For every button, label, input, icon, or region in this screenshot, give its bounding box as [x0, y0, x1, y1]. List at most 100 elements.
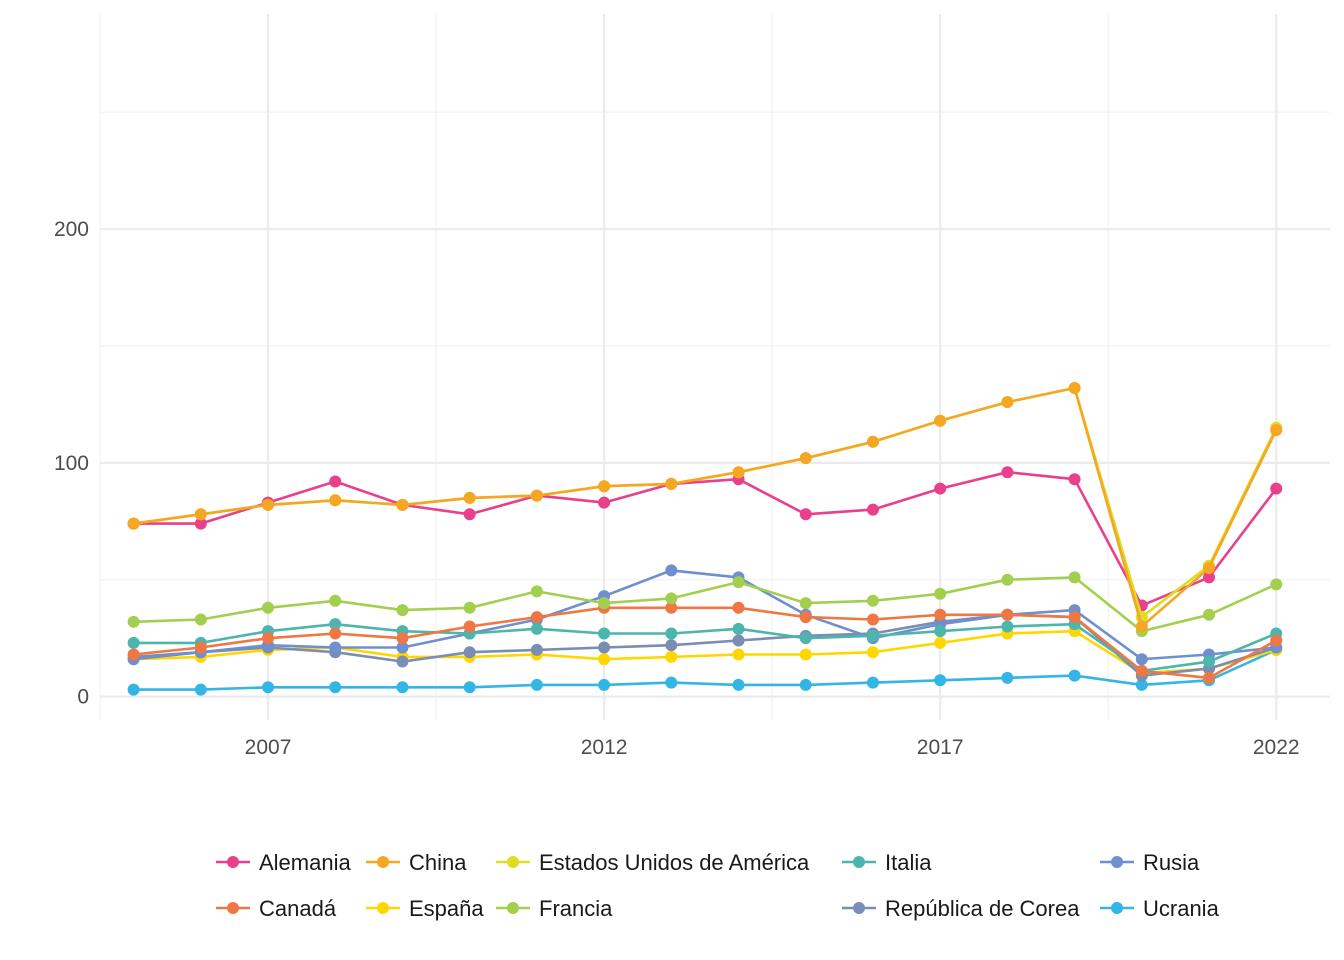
axis-tick-labels: 2007 2012 2017 2022 0 100 200	[54, 218, 1300, 759]
data-point-italia	[934, 625, 947, 638]
data-point-alemania	[329, 475, 342, 488]
data-point-francia	[1203, 608, 1216, 621]
data-point-canada	[127, 648, 140, 661]
data-point-ucrania	[598, 678, 611, 691]
legend-item-espana: España	[366, 896, 484, 921]
data-point-republica-de-corea	[530, 643, 543, 656]
legend-key-point	[1111, 902, 1123, 914]
data-point-china	[127, 517, 140, 530]
data-point-alemania	[1270, 482, 1283, 495]
data-point-canada	[463, 620, 476, 633]
data-point-republica-de-corea	[665, 639, 678, 652]
series-china	[127, 382, 1283, 633]
legend-label: China	[409, 850, 467, 875]
series-layer	[127, 382, 1283, 696]
series-line-rusia	[133, 569, 1277, 661]
data-point-canada	[799, 611, 812, 624]
legend-key-point	[1111, 856, 1123, 868]
data-point-china	[194, 508, 207, 521]
data-point-china	[866, 435, 879, 448]
data-point-canada	[262, 632, 275, 645]
data-point-ucrania	[262, 681, 275, 694]
data-point-rusia	[1135, 653, 1148, 666]
legend-label: Alemania	[259, 850, 351, 875]
data-point-republica-de-corea	[598, 641, 611, 654]
data-point-francia	[262, 601, 275, 614]
data-point-francia	[463, 601, 476, 614]
data-point-canada	[1068, 611, 1081, 624]
data-point-italia	[598, 627, 611, 640]
data-point-china	[1135, 620, 1148, 633]
data-point-ucrania	[934, 674, 947, 687]
series-line-canada	[133, 606, 1277, 680]
data-point-china	[934, 414, 947, 427]
series-espana	[127, 625, 1283, 680]
data-point-alemania	[194, 517, 207, 530]
data-point-rusia	[665, 564, 678, 577]
data-point-canada	[396, 632, 409, 645]
legend-item-francia: Francia	[496, 896, 613, 921]
data-point-alemania	[463, 508, 476, 521]
data-point-francia	[866, 594, 879, 607]
data-point-china	[1001, 396, 1014, 409]
data-point-italia	[866, 629, 879, 642]
data-point-francia	[934, 587, 947, 600]
data-point-italia	[1001, 620, 1014, 633]
legend-item-italia: Italia	[842, 850, 932, 875]
data-point-republica-de-corea	[463, 646, 476, 659]
legend-label: Italia	[885, 850, 932, 875]
data-point-italia	[665, 627, 678, 640]
data-point-ucrania	[194, 683, 207, 696]
data-point-espana	[665, 650, 678, 663]
data-point-ucrania	[396, 681, 409, 694]
data-point-china	[262, 498, 275, 511]
data-point-italia	[329, 618, 342, 631]
major-gridlines	[100, 14, 1330, 720]
data-point-canada	[1270, 634, 1283, 647]
legend-item-estados-unidos-de-america: Estados Unidos de América	[496, 850, 810, 875]
data-point-francia	[665, 592, 678, 605]
legend-item-canada: Canadá	[216, 896, 337, 921]
data-point-espana	[598, 653, 611, 666]
data-point-china	[665, 477, 678, 490]
data-point-china	[1068, 382, 1081, 395]
legend-label: República de Corea	[885, 896, 1080, 921]
y-tick-label: 100	[54, 452, 89, 475]
legend-label: España	[409, 896, 484, 921]
legend-item-rusia: Rusia	[1100, 850, 1200, 875]
data-point-canada	[665, 601, 678, 614]
data-point-china	[396, 498, 409, 511]
data-point-canada	[934, 608, 947, 621]
data-point-china	[1203, 562, 1216, 575]
legend-key-point	[853, 856, 865, 868]
data-point-republica-de-corea	[396, 655, 409, 668]
series-line-alemania	[133, 470, 1278, 607]
data-point-alemania	[1001, 466, 1014, 479]
legend-label: Estados Unidos de América	[539, 850, 810, 875]
data-point-espana	[799, 648, 812, 661]
x-tick-label: 2012	[581, 736, 628, 759]
legend-item-ucrania: Ucrania	[1100, 896, 1220, 921]
data-point-china	[799, 452, 812, 465]
data-point-china	[463, 491, 476, 504]
data-point-alemania	[934, 482, 947, 495]
data-point-rusia	[396, 641, 409, 654]
series-francia	[127, 571, 1283, 638]
data-point-alemania	[598, 496, 611, 509]
series-line-italia	[133, 622, 1277, 673]
data-point-canada	[530, 611, 543, 624]
data-point-rusia	[329, 641, 342, 654]
legend-key-point	[507, 902, 519, 914]
data-point-china	[1270, 424, 1283, 437]
legend-key-point	[853, 902, 865, 914]
data-point-espana	[934, 636, 947, 649]
data-point-ucrania	[1135, 678, 1148, 691]
legend-key-point	[227, 856, 239, 868]
data-point-ucrania	[127, 683, 140, 696]
data-point-italia	[127, 636, 140, 649]
data-point-francia	[598, 597, 611, 610]
data-point-alemania	[1203, 571, 1216, 584]
data-point-china	[530, 489, 543, 502]
data-point-china	[732, 466, 745, 479]
